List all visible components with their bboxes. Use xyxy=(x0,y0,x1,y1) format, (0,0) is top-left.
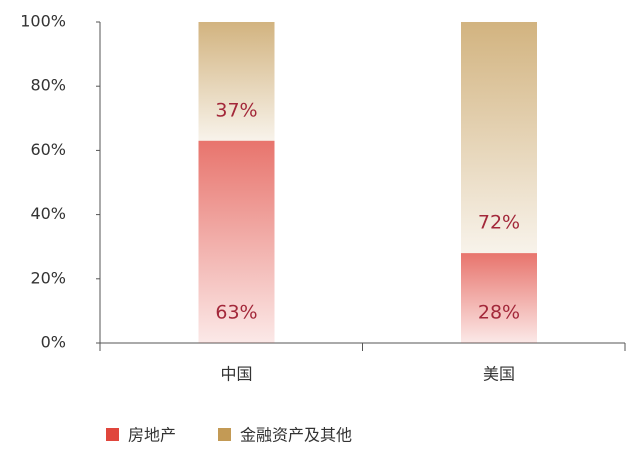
bar-segment xyxy=(461,22,537,254)
bar-segment xyxy=(461,253,537,343)
legend-swatch xyxy=(106,428,119,441)
value-label: 28% xyxy=(478,302,520,324)
legend-label: 金融资产及其他 xyxy=(240,426,352,445)
legend-swatch xyxy=(218,428,231,441)
y-tick-label: 60% xyxy=(30,140,66,159)
value-label: 72% xyxy=(478,212,520,234)
y-tick-label: 100% xyxy=(20,12,66,31)
value-label: 37% xyxy=(215,99,257,121)
y-tick-label: 80% xyxy=(30,76,66,95)
y-tick-label: 20% xyxy=(30,268,66,287)
x-tick-label: 中国 xyxy=(220,365,252,384)
legend-label: 房地产 xyxy=(128,426,176,445)
y-tick-label: 40% xyxy=(30,204,66,223)
x-tick-label: 美国 xyxy=(483,365,515,384)
bar-segment xyxy=(198,140,275,343)
y-tick-label: 0% xyxy=(41,333,66,352)
bar-segment xyxy=(198,22,275,141)
value-label: 63% xyxy=(215,302,257,324)
